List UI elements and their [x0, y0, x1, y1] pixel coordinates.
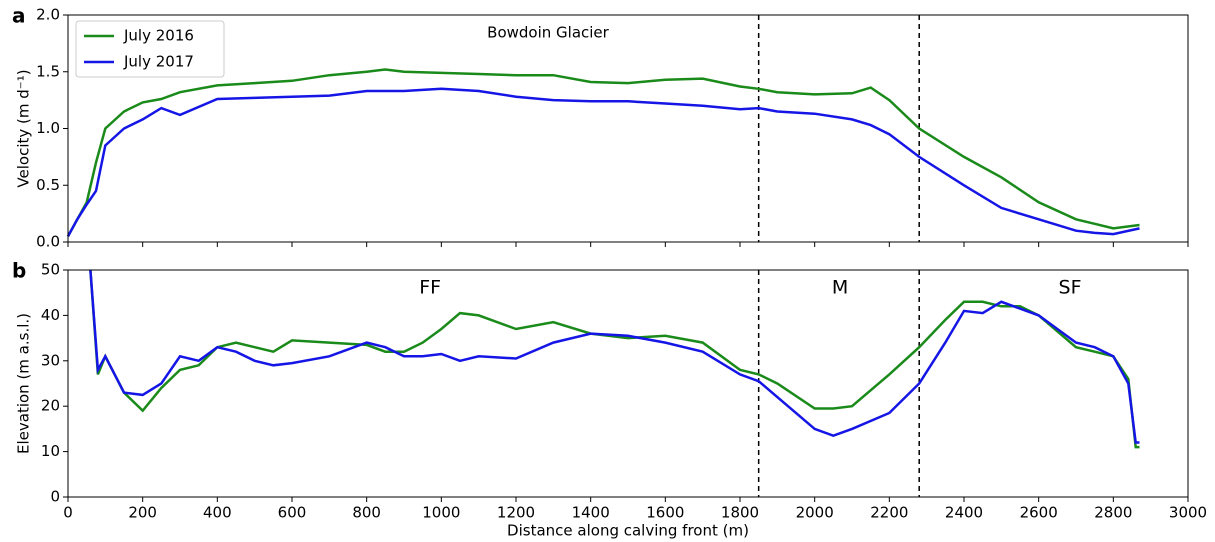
x-tick-label: 3000 [1169, 504, 1207, 522]
y-tick-label: 40 [41, 306, 60, 324]
region-label: FF [419, 277, 441, 299]
region-label: SF [1059, 277, 1082, 299]
chart-title: Bowdoin Glacier [487, 24, 610, 42]
y-tick-label: 10 [41, 442, 60, 460]
series-line [89, 269, 1140, 444]
x-tick-label: 1800 [721, 504, 759, 522]
x-tick-label: 200 [128, 504, 157, 522]
x-tick-label: 1200 [497, 504, 535, 522]
region-label: M [832, 277, 848, 299]
y-tick-label: 30 [41, 351, 60, 369]
x-axis-label: Distance along calving front (m) [507, 522, 749, 540]
y-tick-label: 0.0 [36, 233, 60, 251]
x-tick-label: 1400 [572, 504, 610, 522]
x-tick-label: 1600 [646, 504, 684, 522]
y-tick-label: 50 [41, 261, 60, 279]
x-tick-label: 400 [203, 504, 232, 522]
legend-label: July 2017 [123, 53, 194, 71]
x-tick-label: 2000 [796, 504, 834, 522]
panel-label: b [12, 259, 26, 283]
plot-frame [67, 14, 1189, 243]
y-tick-label: 0 [50, 488, 60, 506]
x-tick-label: 2200 [870, 504, 908, 522]
y-tick-label: 20 [41, 397, 60, 415]
x-tick-label: 600 [278, 504, 307, 522]
x-tick-label: 2800 [1094, 504, 1132, 522]
y-tick-label: 1.5 [36, 62, 60, 80]
y-tick-label: 2.0 [36, 6, 60, 24]
series-line [66, 87, 1140, 237]
y-axis-label: Elevation (m a.s.l.) [15, 313, 33, 454]
plot-frame [67, 269, 1189, 498]
y-axis-label: Velocity (m d⁻¹) [15, 69, 33, 187]
x-tick-label: 0 [63, 504, 73, 522]
x-tick-label: 2400 [945, 504, 983, 522]
legend-label: July 2016 [123, 27, 194, 45]
y-tick-label: 1.0 [36, 119, 60, 137]
series-line [66, 68, 1140, 237]
x-tick-label: 1000 [422, 504, 460, 522]
panel-label: a [12, 4, 26, 28]
x-tick-label: 2600 [1020, 504, 1058, 522]
y-tick-label: 0.5 [36, 176, 60, 194]
x-tick-label: 800 [352, 504, 381, 522]
